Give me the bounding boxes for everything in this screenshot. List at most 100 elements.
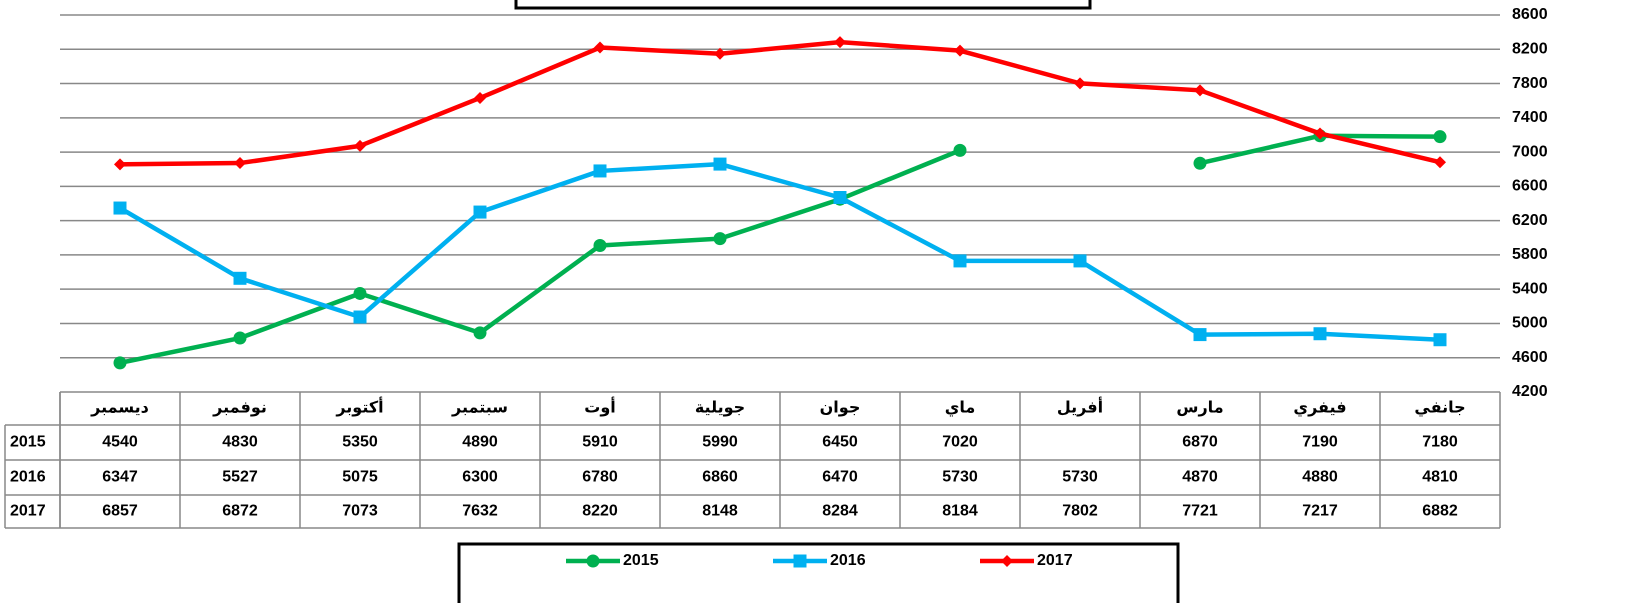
table-cell: 4870 — [1182, 469, 1218, 486]
table-cell: 4830 — [222, 434, 258, 451]
data-point — [714, 47, 726, 60]
data-point — [353, 286, 367, 300]
data-point — [593, 164, 607, 178]
x-tick-label: ديسمبر — [90, 400, 149, 417]
x-tick-label: جانفي — [1414, 400, 1465, 418]
x-tick-label: مارس — [1176, 400, 1223, 417]
table-cell: 6860 — [702, 469, 738, 486]
data-point — [473, 326, 487, 340]
table-cell: 6857 — [102, 503, 138, 520]
y-tick-label: 8200 — [1512, 40, 1548, 57]
series-line — [118, 161, 1441, 342]
table-cell: 6870 — [1182, 434, 1218, 451]
table-cell: 7180 — [1422, 434, 1458, 451]
table-cell: 5075 — [342, 469, 378, 486]
data-point — [1074, 77, 1086, 90]
x-tick-label: نوفمبر — [212, 400, 267, 417]
table-cell: 5527 — [222, 469, 258, 486]
legend-label: 2017 — [1037, 552, 1073, 569]
table-cell: 4890 — [462, 434, 498, 451]
y-tick-label: 6200 — [1512, 212, 1548, 229]
data-point — [713, 157, 727, 171]
y-tick-label: 7400 — [1512, 109, 1548, 126]
table-cell: 6450 — [822, 434, 858, 451]
table-cell: 6470 — [822, 469, 858, 486]
data-point — [953, 254, 967, 268]
table-row-label: 2016 — [10, 469, 46, 486]
table-cell: 6300 — [462, 469, 498, 486]
y-tick-label: 4200 — [1512, 383, 1548, 400]
y-tick-label: 7800 — [1512, 75, 1548, 92]
data-point — [234, 157, 246, 170]
data-point — [833, 191, 847, 205]
table-cell: 6882 — [1422, 503, 1458, 520]
y-tick-label: 8600 — [1512, 6, 1548, 23]
x-tick-label: جويلية — [695, 400, 745, 417]
y-tick-label: 7000 — [1512, 143, 1548, 160]
table-cell: 7073 — [342, 503, 378, 520]
table-row-label: 2015 — [10, 434, 46, 451]
data-point — [1434, 156, 1446, 169]
table-cell: 8184 — [942, 503, 978, 520]
y-tick-label: 4600 — [1512, 349, 1548, 366]
data-point — [594, 41, 606, 54]
x-tick-label: أكتوبر — [335, 397, 383, 417]
data-point — [354, 139, 366, 152]
data-point — [953, 143, 967, 157]
x-tick-label: أوت — [584, 397, 616, 417]
data-point — [593, 238, 607, 252]
x-tick-label: أفريل — [1057, 397, 1103, 417]
data-point — [713, 232, 727, 246]
table-cell: 6872 — [222, 503, 258, 520]
table-cell: 5990 — [702, 434, 738, 451]
table-cell: 7802 — [1062, 503, 1098, 520]
x-tick-label: ماي — [945, 400, 976, 418]
table-cell: 8220 — [582, 503, 618, 520]
x-tick-label: جوان — [820, 400, 861, 417]
data-point — [1193, 156, 1207, 170]
x-tick-label: سبتمبر — [451, 400, 508, 417]
data-point — [114, 158, 126, 171]
data-point — [113, 356, 127, 370]
table-cell: 7190 — [1302, 434, 1338, 451]
legend-marker — [586, 554, 600, 568]
table-cell: 5350 — [342, 434, 378, 451]
table-cell: 7721 — [1182, 503, 1218, 520]
table-row-label: 2017 — [10, 503, 46, 520]
series-line — [119, 39, 1441, 167]
y-tick-label: 6600 — [1512, 178, 1548, 195]
legend-label: 2015 — [623, 552, 659, 569]
legend-label: 2016 — [830, 552, 866, 569]
legend-marker — [793, 554, 807, 568]
title-box — [514, 0, 1092, 10]
data-point — [834, 36, 846, 49]
y-tick-label: 5000 — [1512, 315, 1548, 332]
table-cell: 5910 — [582, 434, 618, 451]
data-point — [1194, 84, 1206, 97]
data-point — [473, 205, 487, 219]
data-point — [1314, 127, 1326, 140]
data-point — [233, 331, 247, 345]
x-tick-label: فيفري — [1293, 400, 1346, 418]
table-cell: 4810 — [1422, 469, 1458, 486]
y-tick-label: 5400 — [1512, 280, 1548, 297]
legend-box — [457, 542, 1180, 603]
y-tick-label: 5800 — [1512, 246, 1548, 263]
data-point — [113, 201, 127, 215]
data-point — [1313, 327, 1327, 341]
table-cell: 4540 — [102, 434, 138, 451]
table-cell: 7217 — [1302, 503, 1338, 520]
table-cell: 7632 — [462, 503, 498, 520]
table-cell: 5730 — [1062, 469, 1098, 486]
table-cell: 8148 — [702, 503, 738, 520]
data-point — [954, 44, 966, 57]
table-cell: 8284 — [822, 503, 858, 520]
data-point — [474, 91, 486, 104]
table-cell: 6780 — [582, 469, 618, 486]
table-cell: 4880 — [1302, 469, 1338, 486]
data-point — [1073, 254, 1087, 268]
table-cell: 5730 — [942, 469, 978, 486]
table-cell: 6347 — [102, 469, 138, 486]
